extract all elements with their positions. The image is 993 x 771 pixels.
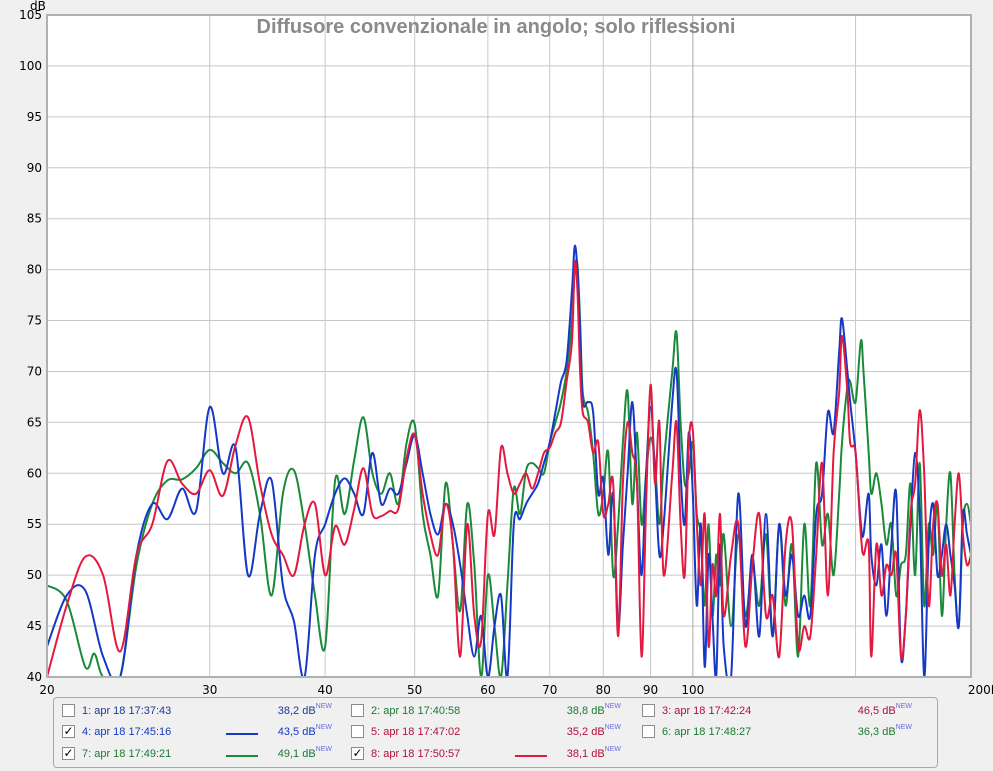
legend-item[interactable]: 1: apr 18 17:37:43 38,2 dBNEW <box>62 702 342 722</box>
new-badge: NEW <box>315 746 332 753</box>
legend-value-text: 46,5 dB <box>857 705 896 717</box>
legend-value: 38,1 dBNEW <box>551 746 621 760</box>
legend-label: 6: apr 18 17:48:27 <box>662 726 752 738</box>
x-tick-label: 20 <box>39 683 54 697</box>
y-tick-label: 40 <box>27 670 42 684</box>
legend-checkbox[interactable] <box>351 725 364 738</box>
legend-item[interactable]: ✓ 4: apr 18 17:45:16 43,5 dBNEW <box>62 723 342 743</box>
new-badge: NEW <box>604 746 621 753</box>
x-tick-label: 30 <box>202 683 217 697</box>
legend-value-text: 38,2 dB <box>277 705 316 717</box>
y-tick-label: 70 <box>27 364 42 378</box>
new-badge: NEW <box>315 703 332 710</box>
legend-value-text: 35,2 dB <box>566 726 605 738</box>
legend-value: 38,8 dBNEW <box>551 703 621 717</box>
new-badge: NEW <box>604 724 621 731</box>
legend-swatch <box>226 733 258 735</box>
y-tick-label: 45 <box>27 619 42 633</box>
legend-value-text: 49,1 dB <box>277 748 316 760</box>
ticks: 40 45 50 55 60 65 70 75 80 85 90 95 100 105 20 30 40 50 60… <box>19 8 993 697</box>
grid <box>47 15 971 677</box>
legend-checkbox[interactable] <box>62 704 75 717</box>
new-badge: NEW <box>895 724 912 731</box>
new-badge: NEW <box>604 703 621 710</box>
series-layer <box>47 244 971 677</box>
legend-checkbox[interactable]: ✓ <box>351 746 364 760</box>
y-tick-label: 95 <box>27 110 42 124</box>
legend-value: 43,5 dBNEW <box>262 724 332 738</box>
legend-swatch <box>515 755 547 757</box>
legend-item[interactable]: 6: apr 18 17:48:27 36,3 dBNEW <box>642 723 922 743</box>
legend-label: 3: apr 18 17:42:24 <box>662 705 752 717</box>
legend-label: 2: apr 18 17:40:58 <box>371 705 461 717</box>
y-tick-label: 50 <box>27 568 42 582</box>
y-tick-label: 80 <box>27 263 42 277</box>
legend-value: 36,3 dBNEW <box>842 724 912 738</box>
legend-value-text: 38,8 dB <box>566 705 605 717</box>
x-tick-label: 200Hz <box>968 683 993 697</box>
x-tick-label: 50 <box>407 683 422 697</box>
legend: 1: apr 18 17:37:43 38,2 dBNEW 2: apr 18 17… <box>53 697 938 768</box>
legend-value: 38,2 dBNEW <box>262 703 332 717</box>
y-tick-label: 90 <box>27 161 42 175</box>
legend-item[interactable]: ✓ 8: apr 18 17:50:57 38,1 dBNEW <box>351 745 631 765</box>
y-tick-label: 65 <box>27 415 42 429</box>
y-tick-label: 75 <box>27 314 42 328</box>
x-tick-label: 100 <box>681 683 704 697</box>
x-tick-label: 70 <box>542 683 557 697</box>
legend-label: 5: apr 18 17:47:02 <box>371 726 461 738</box>
legend-value-text: 38,1 dB <box>566 748 605 760</box>
x-tick-label: 90 <box>643 683 658 697</box>
legend-swatch <box>226 755 258 757</box>
legend-checkbox[interactable]: ✓ <box>62 746 75 760</box>
x-tick-label: 80 <box>596 683 611 697</box>
y-tick-label: 100 <box>19 59 42 73</box>
legend-label: 1: apr 18 17:37:43 <box>82 705 172 717</box>
legend-checkbox[interactable] <box>642 704 655 717</box>
legend-item[interactable]: ✓ 7: apr 18 17:49:21 49,1 dBNEW <box>62 745 342 765</box>
series-line-1 <box>47 258 971 677</box>
new-badge: NEW <box>895 703 912 710</box>
x-tick-label: 40 <box>318 683 333 697</box>
legend-value: 49,1 dBNEW <box>262 746 332 760</box>
legend-checkbox[interactable]: ✓ <box>62 724 75 738</box>
legend-item[interactable]: 2: apr 18 17:40:58 38,8 dBNEW <box>351 702 631 722</box>
plot-area <box>46 14 972 678</box>
y-tick-label: 105 <box>19 8 42 22</box>
legend-label: 8: apr 18 17:50:57 <box>371 748 461 760</box>
legend-value-text: 43,5 dB <box>277 726 316 738</box>
legend-value: 46,5 dBNEW <box>842 703 912 717</box>
legend-checkbox[interactable] <box>351 704 364 717</box>
chart: 40 45 50 55 60 65 70 75 80 85 90 95 100 105 20 30 40 50 60… <box>19 0 993 697</box>
x-tick-label: 60 <box>480 683 495 697</box>
series-line-3 <box>47 260 971 677</box>
legend-value: 35,2 dBNEW <box>551 724 621 738</box>
legend-label: 7: apr 18 17:49:21 <box>82 748 172 760</box>
legend-checkbox[interactable] <box>642 725 655 738</box>
new-badge: NEW <box>315 724 332 731</box>
y-axis-label: dB <box>30 0 46 13</box>
legend-item[interactable]: 3: apr 18 17:42:24 46,5 dBNEW <box>642 702 922 722</box>
y-tick-label: 85 <box>27 212 42 226</box>
legend-item[interactable]: 5: apr 18 17:47:02 35,2 dBNEW <box>351 723 631 743</box>
legend-label: 4: apr 18 17:45:16 <box>82 726 172 738</box>
plot-border <box>46 14 972 678</box>
y-tick-label: 60 <box>27 466 42 480</box>
chart-title: Diffusore convenzionale in angolo; solo … <box>257 16 736 38</box>
legend-value-text: 36,3 dB <box>857 726 896 738</box>
y-tick-label: 55 <box>27 517 42 531</box>
